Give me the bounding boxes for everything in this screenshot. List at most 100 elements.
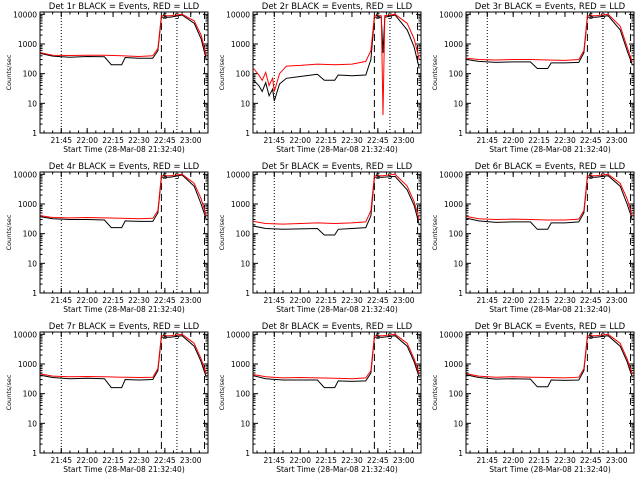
x-tick-label: 22:15 — [102, 136, 124, 145]
plot-frame — [465, 11, 635, 134]
x-tick-label: 22:00 — [502, 296, 524, 305]
panel-4: Det 4r BLACK = Events, RED = LLD 1 10 100 10… — [5, 162, 209, 314]
lld-series-line — [253, 13, 420, 116]
x-tick-label: 22:30 — [341, 456, 363, 465]
y-tick-label: 10 — [240, 259, 250, 268]
x-tick-label: 23:00 — [393, 136, 415, 145]
events-series-line — [40, 335, 207, 389]
x-tick-label: 23:00 — [393, 456, 415, 465]
lld-series-line — [466, 13, 633, 63]
x-tick-label: 21:45 — [476, 296, 498, 305]
saa-marker: S — [175, 12, 180, 21]
plot-frame — [252, 11, 422, 134]
x-tick-label: 23:00 — [393, 296, 415, 305]
y-axis-label: Counts/sec — [431, 214, 439, 250]
x-tick-label: 21:45 — [263, 296, 285, 305]
y-tick-label: 10 — [27, 259, 37, 268]
panel-title: Det 6r BLACK = Events, RED = LLD — [475, 162, 626, 172]
x-tick-label: 22:45 — [154, 296, 176, 305]
lld-series-line — [253, 333, 420, 380]
panel-2: Det 2r BLACK = Events, RED = LLD 1 10 100 10… — [218, 2, 422, 154]
y-tick-label: 100 — [23, 390, 38, 399]
y-tick-label: 100 — [236, 390, 251, 399]
y-tick-label: 1 — [245, 449, 250, 458]
y-tick-label: 10000 — [226, 330, 250, 339]
y-tick-label: 10000 — [439, 170, 463, 179]
saa-marker: S — [162, 12, 167, 21]
x-tick-label: 22:00 — [502, 456, 524, 465]
events-series-line — [253, 14, 420, 102]
panel-5: Det 5r BLACK = Events, RED = LLD 1 10 100 10… — [218, 162, 422, 314]
y-tick-label: 1000 — [231, 40, 250, 49]
plot-frame — [39, 331, 209, 454]
data-area — [40, 333, 207, 389]
plot-frame — [465, 331, 635, 454]
x-tick-label: 22:45 — [154, 456, 176, 465]
x-tick-label: 22:00 — [289, 456, 311, 465]
x-tick-label: 21:45 — [50, 456, 72, 465]
panel-7: Det 7r BLACK = Events, RED = LLD 1 10 100 10… — [5, 322, 209, 474]
x-axis-label: Start Time (28-Mar-08 21:32:40) — [276, 465, 398, 474]
panel-title: Det 2r BLACK = Events, RED = LLD — [262, 2, 413, 12]
x-tick-label: 22:15 — [102, 456, 124, 465]
panel-title: Det 4r BLACK = Events, RED = LLD — [49, 162, 200, 172]
y-tick-label: 1 — [458, 289, 463, 298]
plot-frame — [252, 331, 422, 454]
lld-series-line — [40, 333, 207, 379]
y-tick-label: 100 — [23, 70, 38, 79]
x-tick-label: 21:45 — [50, 296, 72, 305]
x-tick-label: 21:45 — [263, 136, 285, 145]
panel-title: Det 1r BLACK = Events, RED = LLD — [49, 2, 200, 12]
x-axis-label: Start Time (28-Mar-08 21:32:40) — [276, 145, 398, 154]
y-tick-label: 10000 — [13, 170, 37, 179]
y-tick-label: 100 — [449, 230, 464, 239]
x-tick-label: 22:30 — [554, 296, 576, 305]
x-tick-label: 23:00 — [180, 456, 202, 465]
y-tick-label: 10 — [27, 99, 37, 108]
saa-marker: S — [175, 332, 180, 341]
panel-3: Det 3r BLACK = Events, RED = LLD 1 10 100 10… — [431, 2, 635, 154]
x-tick-label: 22:00 — [289, 136, 311, 145]
x-tick-label: 22:00 — [289, 296, 311, 305]
x-tick-label: 22:00 — [502, 136, 524, 145]
data-area — [253, 13, 420, 116]
y-tick-label: 10000 — [13, 330, 37, 339]
y-tick-label: 10 — [453, 259, 463, 268]
y-tick-label: 10 — [27, 419, 37, 428]
saa-marker: S — [375, 332, 380, 341]
y-axis-label: Counts/sec — [5, 214, 13, 250]
saa-marker: S — [388, 332, 393, 341]
data-area — [466, 173, 633, 230]
x-tick-label: 22:15 — [528, 456, 550, 465]
y-tick-label: 1000 — [18, 200, 37, 209]
x-tick-label: 22:00 — [76, 456, 98, 465]
x-tick-label: 21:45 — [263, 456, 285, 465]
data-area — [40, 13, 207, 66]
saa-marker: S — [162, 172, 167, 181]
y-tick-label: 100 — [449, 390, 464, 399]
y-tick-label: 1000 — [231, 200, 250, 209]
saa-marker: S — [601, 12, 606, 21]
events-series-line — [466, 15, 633, 69]
x-tick-label: 22:15 — [102, 296, 124, 305]
panel-title: Det 9r BLACK = Events, RED = LLD — [475, 322, 626, 332]
data-area — [466, 333, 633, 388]
panel-title: Det 7r BLACK = Events, RED = LLD — [49, 322, 200, 332]
events-series-line — [40, 14, 207, 66]
x-tick-label: 22:30 — [128, 296, 150, 305]
lld-series-line — [40, 13, 207, 58]
x-tick-label: 22:30 — [128, 456, 150, 465]
x-axis-label: Start Time (28-Mar-08 21:32:40) — [276, 305, 398, 314]
y-tick-label: 10000 — [439, 330, 463, 339]
saa-marker: S — [601, 332, 606, 341]
y-axis-label: Counts/sec — [218, 374, 226, 410]
panel-1: Det 1r BLACK = Events, RED = LLD 1 10 100 10… — [5, 2, 209, 154]
y-tick-label: 1 — [245, 289, 250, 298]
plot-frame — [465, 171, 635, 294]
x-tick-label: 22:15 — [315, 456, 337, 465]
y-tick-label: 10000 — [439, 10, 463, 19]
y-tick-label: 10 — [240, 99, 250, 108]
y-tick-label: 100 — [449, 70, 464, 79]
x-tick-label: 22:45 — [367, 136, 389, 145]
